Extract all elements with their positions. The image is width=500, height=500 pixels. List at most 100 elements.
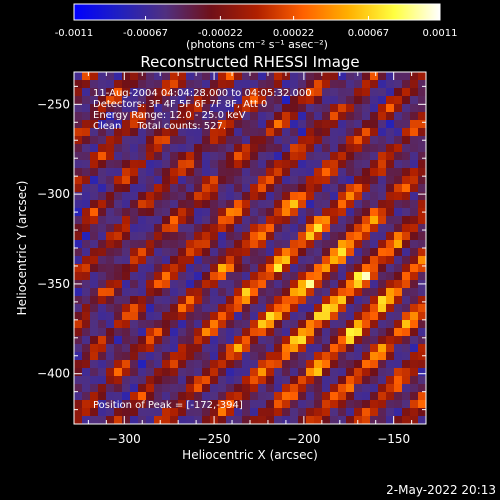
heatmap-cell	[170, 416, 179, 424]
heatmap-cell	[362, 264, 371, 273]
heatmap-cell	[370, 248, 379, 257]
heatmap-cell	[138, 168, 147, 177]
heatmap-cell	[186, 152, 195, 161]
heatmap-cell	[242, 152, 251, 161]
heatmap-cell	[82, 232, 91, 241]
heatmap-cell	[362, 288, 371, 297]
heatmap-cell	[386, 272, 395, 281]
heatmap-cell	[410, 304, 419, 313]
heatmap-cell	[346, 416, 355, 424]
heatmap-cell	[178, 184, 187, 193]
heatmap-cell	[114, 128, 123, 137]
heatmap-cell	[410, 392, 419, 401]
heatmap-cell	[378, 120, 387, 129]
heatmap-cell	[194, 352, 203, 361]
heatmap-cell	[82, 296, 91, 305]
heatmap-cell	[250, 192, 259, 201]
heatmap-cell	[210, 400, 219, 409]
heatmap-cell	[274, 360, 283, 369]
heatmap-cell	[106, 224, 115, 233]
heatmap-cell	[242, 264, 251, 273]
heatmap-cell	[178, 256, 187, 265]
heatmap-cell	[410, 128, 419, 137]
heatmap-cell	[226, 272, 235, 281]
heatmap-cell	[186, 112, 195, 121]
heatmap-cell	[322, 320, 331, 329]
heatmap-cell	[138, 296, 147, 305]
heatmap-cell	[122, 224, 131, 233]
heatmap-cell	[298, 288, 307, 297]
heatmap-cell	[130, 112, 139, 121]
heatmap-cell	[154, 328, 163, 337]
heatmap-cell	[402, 368, 411, 377]
heatmap-cell	[362, 408, 371, 417]
heatmap-cell	[386, 128, 395, 137]
colorbar-frame	[73, 3, 441, 21]
heatmap-cell	[130, 360, 139, 369]
heatmap-cell	[306, 80, 315, 89]
heatmap-cell	[370, 192, 379, 201]
heatmap-cell	[162, 88, 171, 97]
heatmap-cell	[90, 256, 99, 265]
heatmap-cell	[146, 160, 155, 169]
heatmap-cell	[314, 248, 323, 257]
heatmap-cell	[130, 328, 139, 337]
heatmap-cell	[258, 136, 267, 145]
heatmap-cell	[306, 264, 315, 273]
heatmap-cell	[234, 360, 243, 369]
heatmap-cell	[74, 192, 83, 201]
heatmap-cell	[186, 128, 195, 137]
heatmap-cell	[306, 240, 315, 249]
colorbar-units-label: (photons cm⁻² s⁻¹ asec⁻²)	[186, 38, 328, 51]
heatmap-cell	[138, 240, 147, 249]
heatmap-cell	[330, 144, 339, 153]
heatmap-cell	[338, 240, 347, 249]
heatmap-cell	[154, 352, 163, 361]
heatmap-cell	[210, 272, 219, 281]
heatmap-cell	[98, 240, 107, 249]
heatmap-cell	[386, 248, 395, 257]
heatmap-cell	[178, 384, 187, 393]
heatmap-cell	[258, 128, 267, 137]
heatmap-cell	[330, 392, 339, 401]
heatmap-cell	[154, 344, 163, 353]
heatmap-cell	[410, 248, 419, 257]
heatmap-cell	[186, 80, 195, 89]
heatmap-cell	[346, 248, 355, 257]
heatmap-cell	[154, 280, 163, 289]
heatmap-cell	[130, 384, 139, 393]
heatmap-cell	[282, 256, 291, 265]
heatmap-cell	[290, 72, 299, 81]
heatmap-cell	[106, 208, 115, 217]
heatmap-cell	[234, 96, 243, 105]
heatmap-cell	[106, 384, 115, 393]
heatmap-cell	[418, 224, 426, 233]
heatmap-cell	[402, 208, 411, 217]
heatmap-cell	[138, 344, 147, 353]
heatmap-cell	[170, 272, 179, 281]
heatmap-cell	[154, 192, 163, 201]
colorbar-ticks: -0.0011 -0.00067 -0.00022 0.00022 0.00067 0.0…	[55, 16, 458, 39]
heatmap-cell	[234, 280, 243, 289]
heatmap-cell	[354, 384, 363, 393]
heatmap-cell	[410, 216, 419, 225]
heatmap-cell	[186, 160, 195, 169]
heatmap-cell	[346, 216, 355, 225]
heatmap-cell	[218, 288, 227, 297]
heatmap-cell	[258, 208, 267, 217]
heatmap-cell	[106, 304, 115, 313]
heatmap-cell	[170, 88, 179, 97]
heatmap-cell	[218, 200, 227, 209]
heatmap-cell	[106, 352, 115, 361]
heatmap-cell	[266, 408, 275, 417]
heatmap-cell	[306, 112, 315, 121]
heatmap-cell	[370, 216, 379, 225]
heatmap-cell	[282, 272, 291, 281]
heatmap-cell	[138, 136, 147, 145]
heatmap-cell	[378, 184, 387, 193]
heatmap-cell	[290, 192, 299, 201]
heatmap-cell	[306, 280, 315, 289]
heatmap-cell	[74, 264, 83, 273]
heatmap-cell	[114, 400, 123, 409]
heatmap-cell	[162, 384, 171, 393]
